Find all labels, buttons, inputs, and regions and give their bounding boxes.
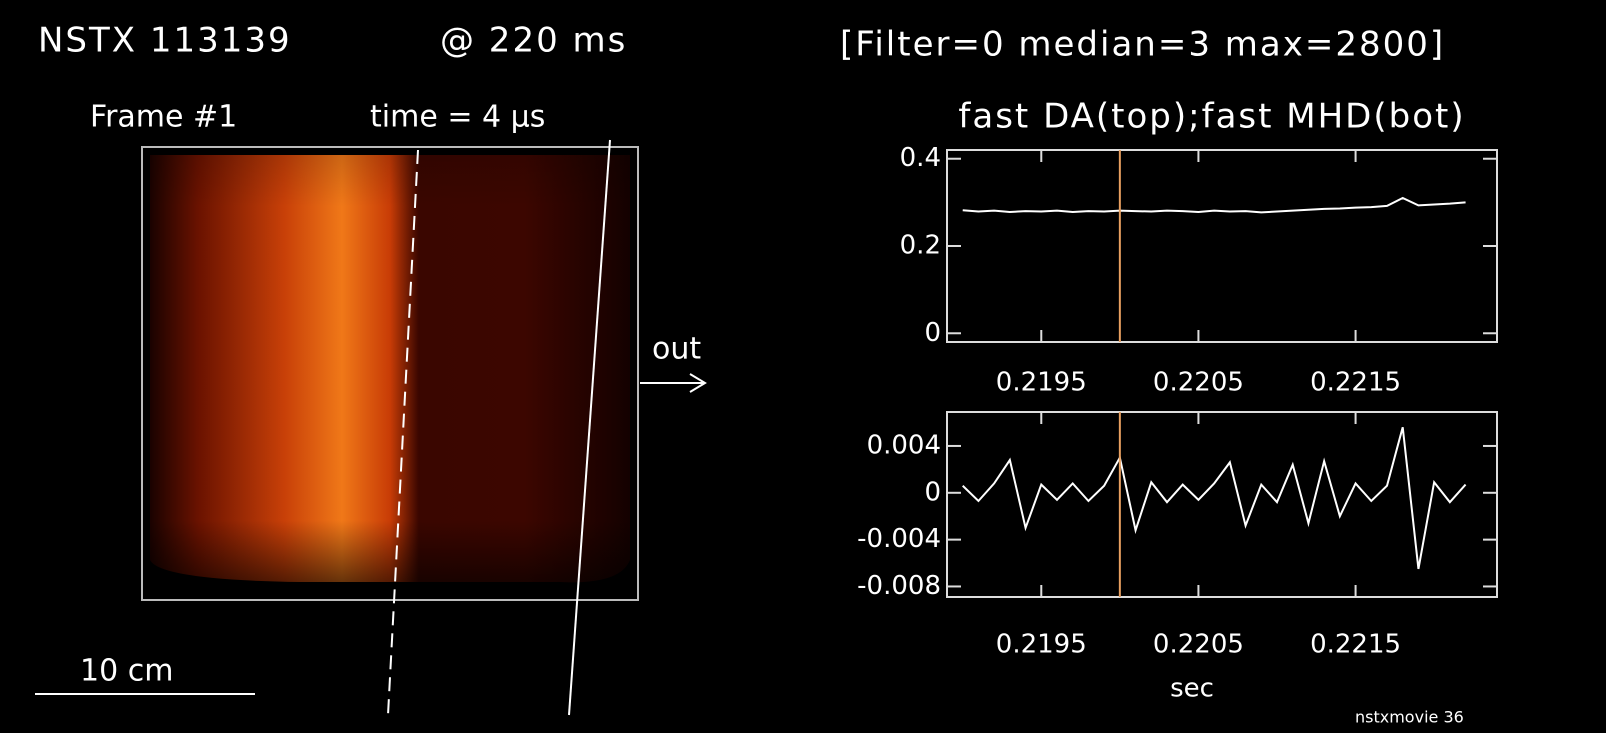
x-tick-label: 0.2215 — [1310, 368, 1401, 398]
scale-label: 10 cm — [80, 654, 173, 689]
y-tick-label: 0.4 — [900, 143, 941, 173]
x-tick-label: 0.2205 — [1153, 630, 1244, 660]
frame-label: Frame #1 — [90, 100, 237, 135]
time-label: @ 220 ms — [440, 21, 627, 61]
footer-label: nstxmovie 36 — [1355, 708, 1464, 727]
image-shading — [150, 155, 630, 585]
x-tick-label: 0.2215 — [1310, 630, 1401, 660]
y-tick-label: 0.2 — [900, 231, 941, 261]
x-tick-label: 0.2195 — [996, 630, 1087, 660]
y-tick-label: -0.004 — [857, 524, 941, 554]
x-tick-label: 0.2195 — [996, 368, 1087, 398]
y-tick-label: 0 — [924, 477, 941, 507]
x-axis-label: sec — [1170, 674, 1214, 704]
y-tick-label: 0 — [924, 318, 941, 348]
frame-time: time = 4 μs — [370, 100, 545, 135]
y-tick-label: 0.004 — [867, 430, 941, 460]
x-tick-label: 0.2205 — [1153, 368, 1244, 398]
screen: NSTX 113139 @ 220 ms [Filter=0 median=3 … — [0, 0, 1606, 733]
shot-label: NSTX 113139 — [38, 21, 292, 61]
direction-label: out — [652, 332, 701, 367]
y-tick-label: -0.008 — [857, 571, 941, 601]
chart-title: fast DA(top);fast MHD(bot) — [958, 97, 1465, 137]
settings-label: [Filter=0 median=3 max=2800] — [840, 25, 1445, 65]
page: NSTX 113139 @ 220 ms [Filter=0 median=3 … — [0, 0, 1606, 733]
